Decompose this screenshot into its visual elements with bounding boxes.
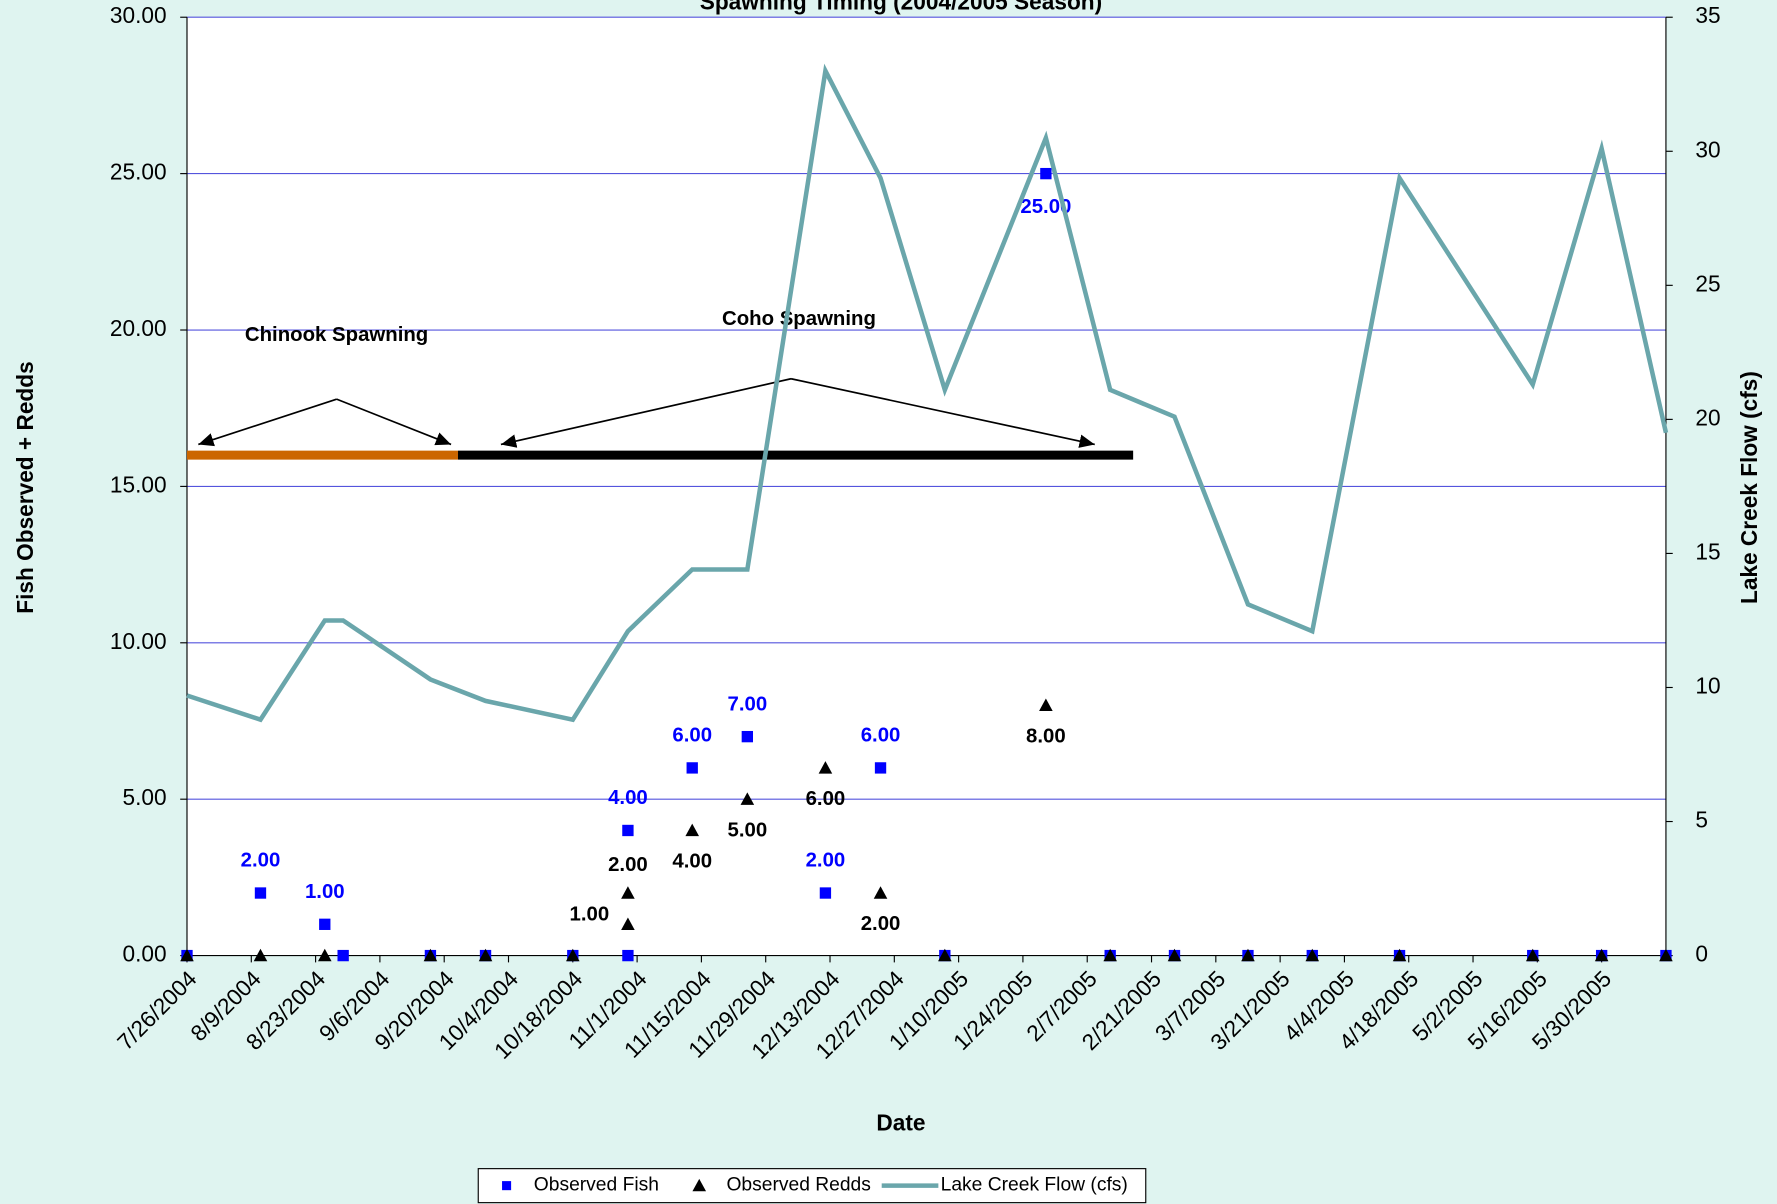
redd-marker xyxy=(1392,948,1407,962)
fish-marker xyxy=(254,887,267,899)
data-label: 6.00 xyxy=(806,788,846,810)
fish-marker xyxy=(337,949,349,962)
y2-tick-label: 10 xyxy=(1695,672,1720,698)
redd-marker xyxy=(938,948,952,962)
y-tick-label: 5.00 xyxy=(122,784,166,810)
flow-line xyxy=(186,63,1669,723)
data-label: 25.00 xyxy=(1020,196,1071,218)
annotation: Chinook Spawning xyxy=(245,324,428,346)
data-label: 2.00 xyxy=(608,854,648,876)
data-label: 4.00 xyxy=(608,787,648,809)
fish-marker xyxy=(819,887,832,899)
y-tick-label: 10.00 xyxy=(110,628,167,654)
fish-marker xyxy=(874,762,887,774)
y-tick-label: 0.00 xyxy=(122,941,166,967)
legend-label: Observed Fish xyxy=(534,1175,659,1196)
data-label: 1.00 xyxy=(570,904,610,926)
redd-marker xyxy=(1305,948,1320,962)
y-tick-label: 25.00 xyxy=(110,159,167,185)
y2-tick-label: 35 xyxy=(1695,2,1720,28)
data-label: 6.00 xyxy=(861,725,901,747)
redd-marker xyxy=(317,948,332,962)
y2-tick-label: 30 xyxy=(1695,136,1720,162)
fish-marker xyxy=(1040,167,1052,180)
y-tick-label: 30.00 xyxy=(110,2,167,28)
chart-title: Spawning Timing (2004/2005 Season) xyxy=(700,0,1103,15)
redd-marker xyxy=(1167,948,1182,962)
data-label: 6.00 xyxy=(672,725,712,747)
legend xyxy=(477,1168,1147,1204)
redd-marker xyxy=(1241,948,1255,962)
redd-marker xyxy=(253,948,268,962)
redd-marker xyxy=(1594,948,1609,962)
redd-marker xyxy=(1525,948,1540,962)
y-tick-label: 20.00 xyxy=(110,315,167,341)
redd-marker xyxy=(180,948,194,962)
redd-marker xyxy=(1659,948,1673,962)
data-label: 4.00 xyxy=(672,851,712,873)
y2-tick-label: 20 xyxy=(1695,404,1720,430)
redd-marker xyxy=(1039,698,1053,712)
redd-marker xyxy=(685,823,700,837)
annotation: Coho Spawning xyxy=(722,308,876,330)
fish-marker xyxy=(622,949,634,962)
data-label: 8.00 xyxy=(1026,725,1066,747)
redd-marker xyxy=(1103,948,1117,962)
data-label: 7.00 xyxy=(728,693,768,715)
redd-marker xyxy=(873,886,888,899)
redd-marker xyxy=(621,886,635,899)
data-label: 2.00 xyxy=(241,850,281,872)
data-label: 1.00 xyxy=(305,881,345,903)
x-axis-title: Date xyxy=(876,1109,925,1135)
y2-tick-label: 15 xyxy=(1695,538,1720,564)
y2-tick-label: 25 xyxy=(1695,270,1720,296)
fish-marker xyxy=(686,762,698,774)
redd-marker xyxy=(423,948,438,962)
legend-label: Lake Creek Flow (cfs) xyxy=(941,1175,1128,1196)
data-label: 5.00 xyxy=(728,819,768,841)
fish-marker xyxy=(622,824,634,837)
redd-marker xyxy=(566,948,580,962)
redd-marker xyxy=(818,761,833,774)
redd-marker xyxy=(478,948,493,962)
y2-tick-label: 5 xyxy=(1695,807,1708,833)
fish-marker xyxy=(741,730,754,743)
y-axis-title: Fish Observed + Redds xyxy=(12,361,38,613)
redd-marker xyxy=(621,917,635,930)
data-label: 2.00 xyxy=(806,850,846,872)
redd-marker xyxy=(740,792,755,805)
legend-swatch xyxy=(692,1178,707,1192)
fish-marker xyxy=(319,918,331,930)
y-tick-label: 15.00 xyxy=(110,471,167,497)
legend-swatch xyxy=(502,1181,512,1191)
y2-tick-label: 0 xyxy=(1695,941,1708,967)
legend-label: Observed Redds xyxy=(726,1175,870,1196)
y2-axis-title: Lake Creek Flow (cfs) xyxy=(1736,371,1762,604)
data-label: 2.00 xyxy=(861,913,901,935)
annotation-arrows xyxy=(198,377,1095,448)
